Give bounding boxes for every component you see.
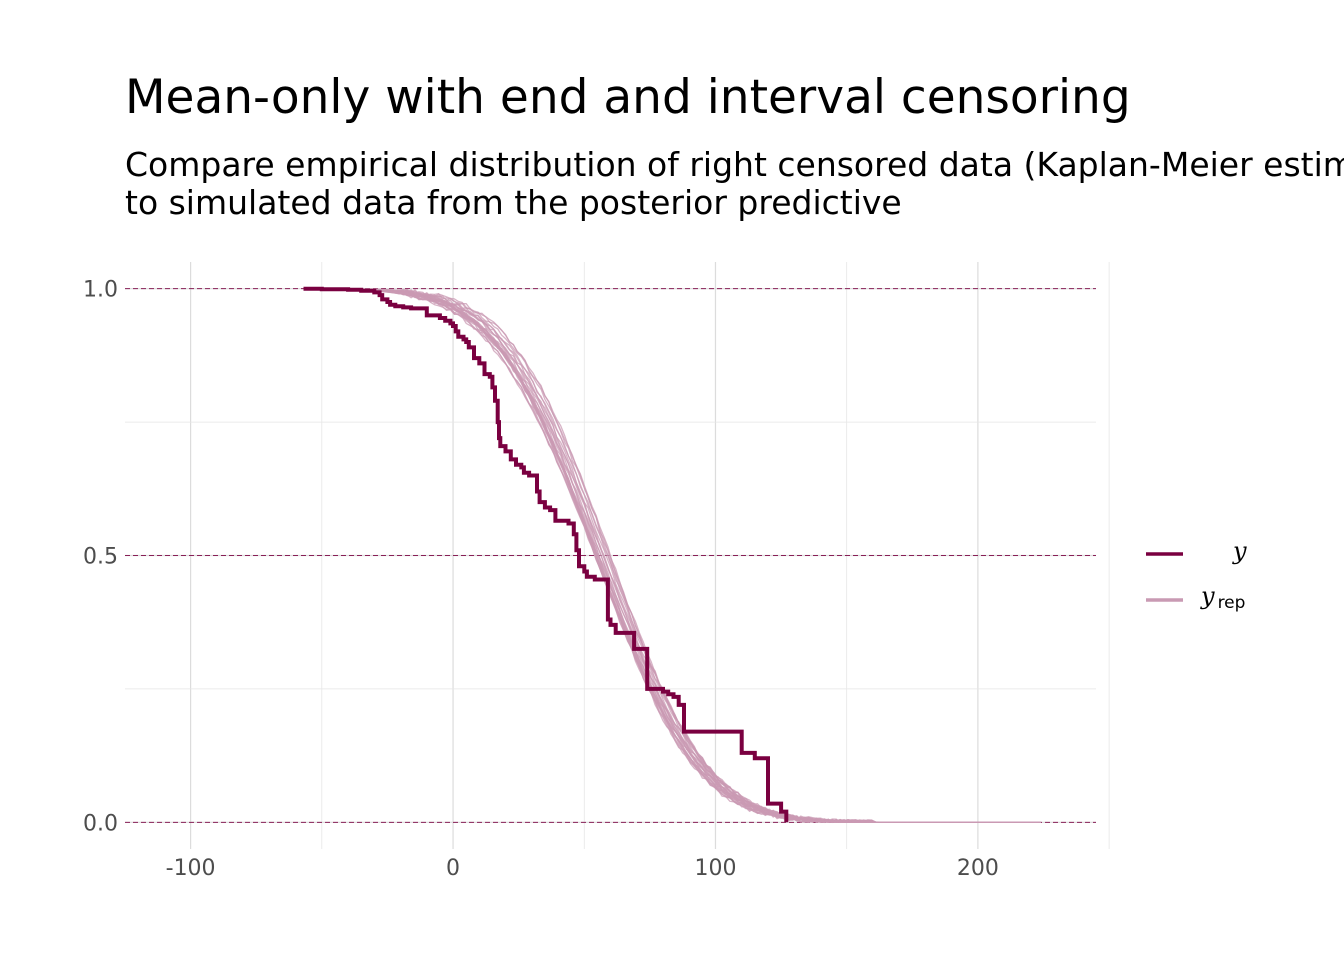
legend-label-y: y	[1232, 537, 1247, 565]
legend: y y rep	[1146, 537, 1247, 613]
legend-label-yrep: y rep	[1200, 582, 1245, 613]
axis-labels: -100 0 100 200 0.0 0.5 1.0	[83, 278, 999, 881]
chart-subtitle-line-2: to simulated data from the posterior pre…	[125, 183, 902, 222]
chart-title: Mean-only with end and interval censorin…	[125, 70, 1131, 125]
yrep-series	[308, 288, 1041, 824]
x-tick-label: -100	[166, 856, 216, 881]
y-step-line	[303, 286, 789, 823]
yrep-curve	[308, 288, 1041, 823]
y-tick-label: 0.0	[83, 811, 118, 836]
y-tick-label: 1.0	[83, 278, 118, 303]
x-tick-label: 0	[446, 856, 460, 881]
chart-subtitle: Compare empirical distribution of right …	[125, 146, 1344, 222]
y-series	[303, 286, 789, 823]
x-tick-label: 100	[694, 856, 736, 881]
x-tick-label: 200	[957, 856, 999, 881]
chart-subtitle-line-1: Compare empirical distribution of right …	[125, 146, 1344, 184]
y-tick-label: 0.5	[83, 545, 118, 570]
